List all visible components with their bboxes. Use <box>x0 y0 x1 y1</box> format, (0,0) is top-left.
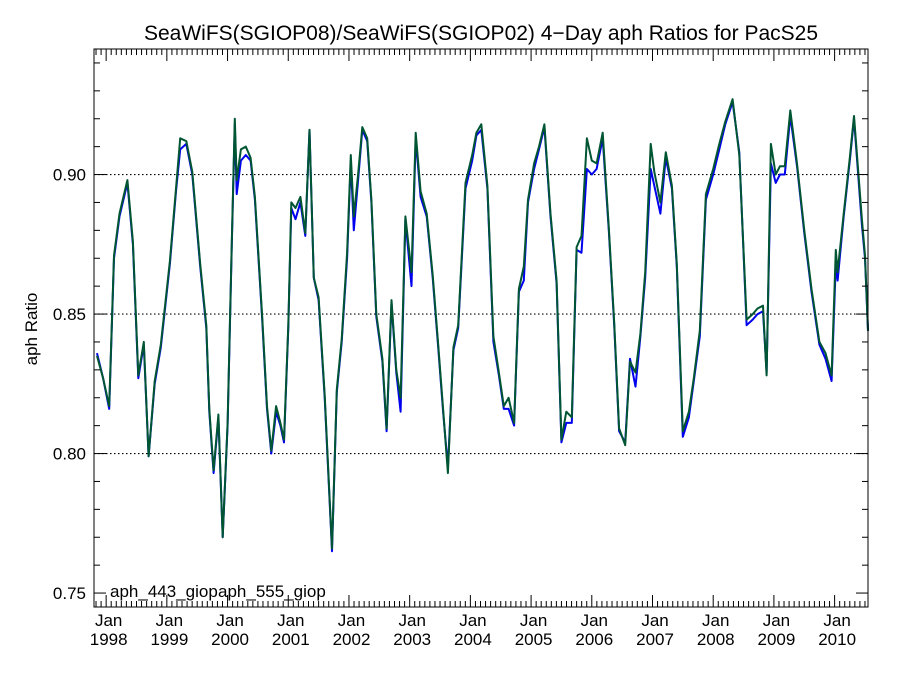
x-tick-label: 1998 <box>90 630 128 649</box>
y-tick-label: 0.75 <box>53 584 86 603</box>
x-tick-label: 2002 <box>333 630 371 649</box>
x-tick-label: 2009 <box>758 630 796 649</box>
series-line-aph-443-giop <box>96 101 869 553</box>
x-tick-label: Jan <box>459 611 486 630</box>
x-tick-label: 2008 <box>697 630 735 649</box>
x-tick-label: Jan <box>398 611 425 630</box>
x-tick-label: Jan <box>823 611 850 630</box>
x-tick-label: 2003 <box>393 630 431 649</box>
x-tick-label: Jan <box>277 611 304 630</box>
axes: 0.750.800.850.90Jan1998Jan1999Jan2000Jan… <box>53 49 868 649</box>
x-tick-label: Jan <box>763 611 790 630</box>
y-axis-label: aph Ratio <box>22 293 41 366</box>
y-tick-label: 0.90 <box>53 166 86 185</box>
x-tick-label: 2007 <box>636 630 674 649</box>
x-tick-label: Jan <box>95 611 122 630</box>
series-line-aph-555-giop <box>96 98 869 550</box>
chart-title: SeaWiFS(SGIOP08)/SeaWiFS(SGIOP02) 4−Day … <box>144 22 818 45</box>
x-tick-label: 2005 <box>515 630 553 649</box>
x-tick-label: 2006 <box>575 630 613 649</box>
x-tick-label: 2001 <box>272 630 310 649</box>
x-tick-label: 2010 <box>818 630 856 649</box>
x-tick-label: Jan <box>641 611 668 630</box>
x-tick-label: 2004 <box>454 630 492 649</box>
legend-entry-aph-555-giop: aph_555_giop <box>218 582 326 601</box>
y-tick-label: 0.80 <box>53 445 86 464</box>
series-group <box>96 98 869 553</box>
plot-frame <box>93 48 869 608</box>
x-tick-label: 2000 <box>211 630 249 649</box>
x-tick-label: Jan <box>520 611 547 630</box>
legend-entry-aph-443-giop: aph_443_giop <box>110 582 218 601</box>
x-tick-label: Jan <box>581 611 608 630</box>
x-tick-label: Jan <box>156 611 183 630</box>
gridlines <box>94 173 868 455</box>
x-tick-label: Jan <box>338 611 365 630</box>
x-tick-label: 1999 <box>150 630 188 649</box>
y-tick-label: 0.85 <box>53 305 86 324</box>
x-tick-label: Jan <box>702 611 729 630</box>
legend: aph_443_giop aph_555_giop <box>110 582 326 601</box>
x-tick-label: Jan <box>216 611 243 630</box>
